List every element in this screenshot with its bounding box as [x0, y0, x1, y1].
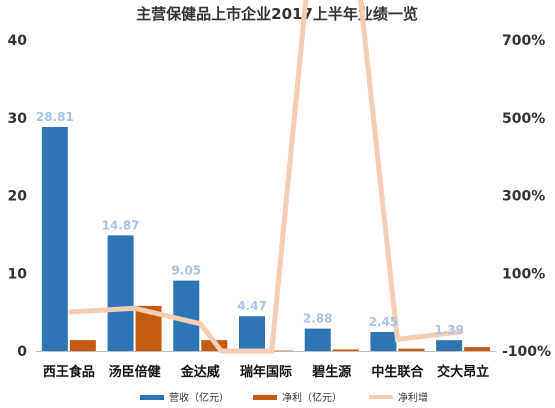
category-label: 瑞年国际 [240, 364, 292, 380]
category-label: 西王食品 [43, 364, 95, 380]
revenue-data-label: 2.45 [369, 315, 399, 329]
revenue-data-label: 1.39 [434, 323, 464, 337]
revenue-bar [436, 340, 463, 351]
legend-swatch [253, 395, 277, 400]
y-right-tick-label: 500% [502, 111, 545, 127]
y-left-tick-label: 10 [8, 266, 28, 282]
growth-line-group [68, 0, 464, 354]
y-left-tick-label: 40 [8, 33, 28, 49]
revenue-bar [107, 235, 134, 351]
category-label: 碧生源 [311, 364, 351, 380]
revenue-bar [239, 316, 265, 351]
legend-label: 净利增 [398, 391, 428, 404]
net-profit-bar [69, 340, 96, 351]
y-left-tick-label: 0 [17, 344, 27, 360]
category-label: 金达威 [180, 364, 220, 380]
legend-swatch [140, 395, 164, 400]
category-label: 交大昂立 [437, 364, 489, 380]
y-left-tick-label: 20 [8, 189, 28, 205]
revenue-data-label: 28.81 [36, 110, 74, 124]
legend: 营收（亿元） 净利（亿元） 净利增 [140, 391, 428, 404]
revenue-bar [41, 127, 68, 351]
revenue-data-label: 2.88 [303, 312, 333, 326]
labels-group: 28.81 14.87 9.05 4.47 2.88 2.45 1.39 [36, 110, 464, 337]
revenue-bar [370, 331, 397, 351]
revenue-data-label: 14.87 [102, 218, 140, 232]
category-label: 汤臣倍健 [109, 364, 161, 380]
net-profit-bar [398, 348, 425, 351]
revenue-bar [173, 280, 200, 351]
net-profit-bar [332, 349, 359, 351]
net-profit-bar [464, 347, 491, 351]
revenue-bar [304, 328, 331, 351]
bars-group [41, 127, 491, 352]
net-profit-growth-line [68, 0, 464, 354]
y-right-tick-label: 300% [502, 189, 545, 205]
revenue-data-label: 9.05 [171, 264, 201, 278]
y-right-tick-label: -100% [502, 344, 551, 360]
y-right-tick-label: 700% [502, 33, 545, 49]
legend-label: 净利（亿元） [282, 391, 342, 404]
revenue-data-label: 4.47 [237, 299, 267, 313]
chart-title: 主营保健品上市企业2017上半年业绩一览 [136, 5, 418, 23]
y-right-tick-label: 100% [502, 266, 545, 282]
category-label: 中生联合 [371, 364, 424, 380]
legend-label: 营收（亿元） [169, 391, 229, 404]
axes: 0 10 20 30 40 -100% 100% 300% 500% 700% 西王食品 汤臣倍健 金达… [8, 33, 552, 380]
net-profit-bar [267, 350, 293, 352]
y-left-tick-label: 30 [8, 111, 28, 127]
